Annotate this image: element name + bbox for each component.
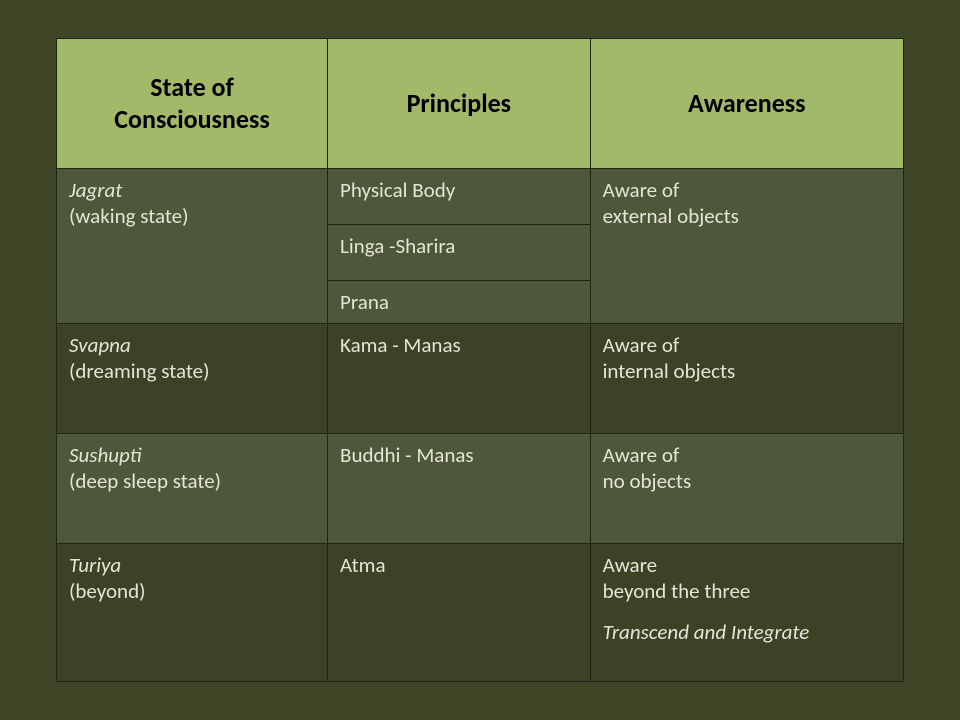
state-sushupti: Sushupti (deep sleep state) — [57, 434, 328, 544]
state-turiya: Turiya (beyond) — [57, 544, 328, 682]
principle-cell: Prana — [328, 280, 591, 323]
principle-cell: Kama - Manas — [328, 324, 591, 434]
table-row: Turiya (beyond) Atma Aware beyond the th… — [57, 544, 904, 682]
state-name: Turiya — [69, 552, 121, 578]
awareness-jagrat: Aware of external objects — [590, 168, 903, 323]
awareness-line: Aware — [603, 552, 657, 578]
table-row: Jagrat (waking state) Physical Body Awar… — [57, 168, 904, 224]
awareness-svapna: Aware of internal objects — [590, 324, 903, 434]
principle-cell: Buddhi - Manas — [328, 434, 591, 544]
state-sub: (beyond) — [69, 578, 145, 604]
awareness-sushupti: Aware of no objects — [590, 434, 903, 544]
header-principles: Principles — [328, 39, 591, 169]
slide: State of Consciousness Principles Awaren… — [0, 0, 960, 720]
principle-cell: Linga -Sharira — [328, 224, 591, 280]
awareness-line: beyond the three — [603, 578, 751, 604]
state-name: Jagrat — [69, 177, 122, 203]
state-name: Sushupti — [69, 442, 141, 468]
awareness-turiya: Aware beyond the three Transcend and Int… — [590, 544, 903, 682]
principle-cell: Atma — [328, 544, 591, 682]
header-awareness: Awareness — [590, 39, 903, 169]
state-sub: (dreaming state) — [69, 358, 209, 384]
state-name: Svapna — [69, 332, 131, 358]
state-sub: (deep sleep state) — [69, 468, 221, 494]
awareness-extra: Transcend and Integrate — [603, 619, 891, 645]
state-jagrat: Jagrat (waking state) — [57, 168, 328, 323]
header-state: State of Consciousness — [57, 39, 328, 169]
header-row: State of Consciousness Principles Awaren… — [57, 39, 904, 169]
table-row: Sushupti (deep sleep state) Buddhi - Man… — [57, 434, 904, 544]
state-svapna: Svapna (dreaming state) — [57, 324, 328, 434]
state-sub: (waking state) — [69, 203, 188, 229]
table-row: Svapna (dreaming state) Kama - Manas Awa… — [57, 324, 904, 434]
consciousness-table: State of Consciousness Principles Awaren… — [56, 38, 904, 682]
principle-cell: Physical Body — [328, 168, 591, 224]
